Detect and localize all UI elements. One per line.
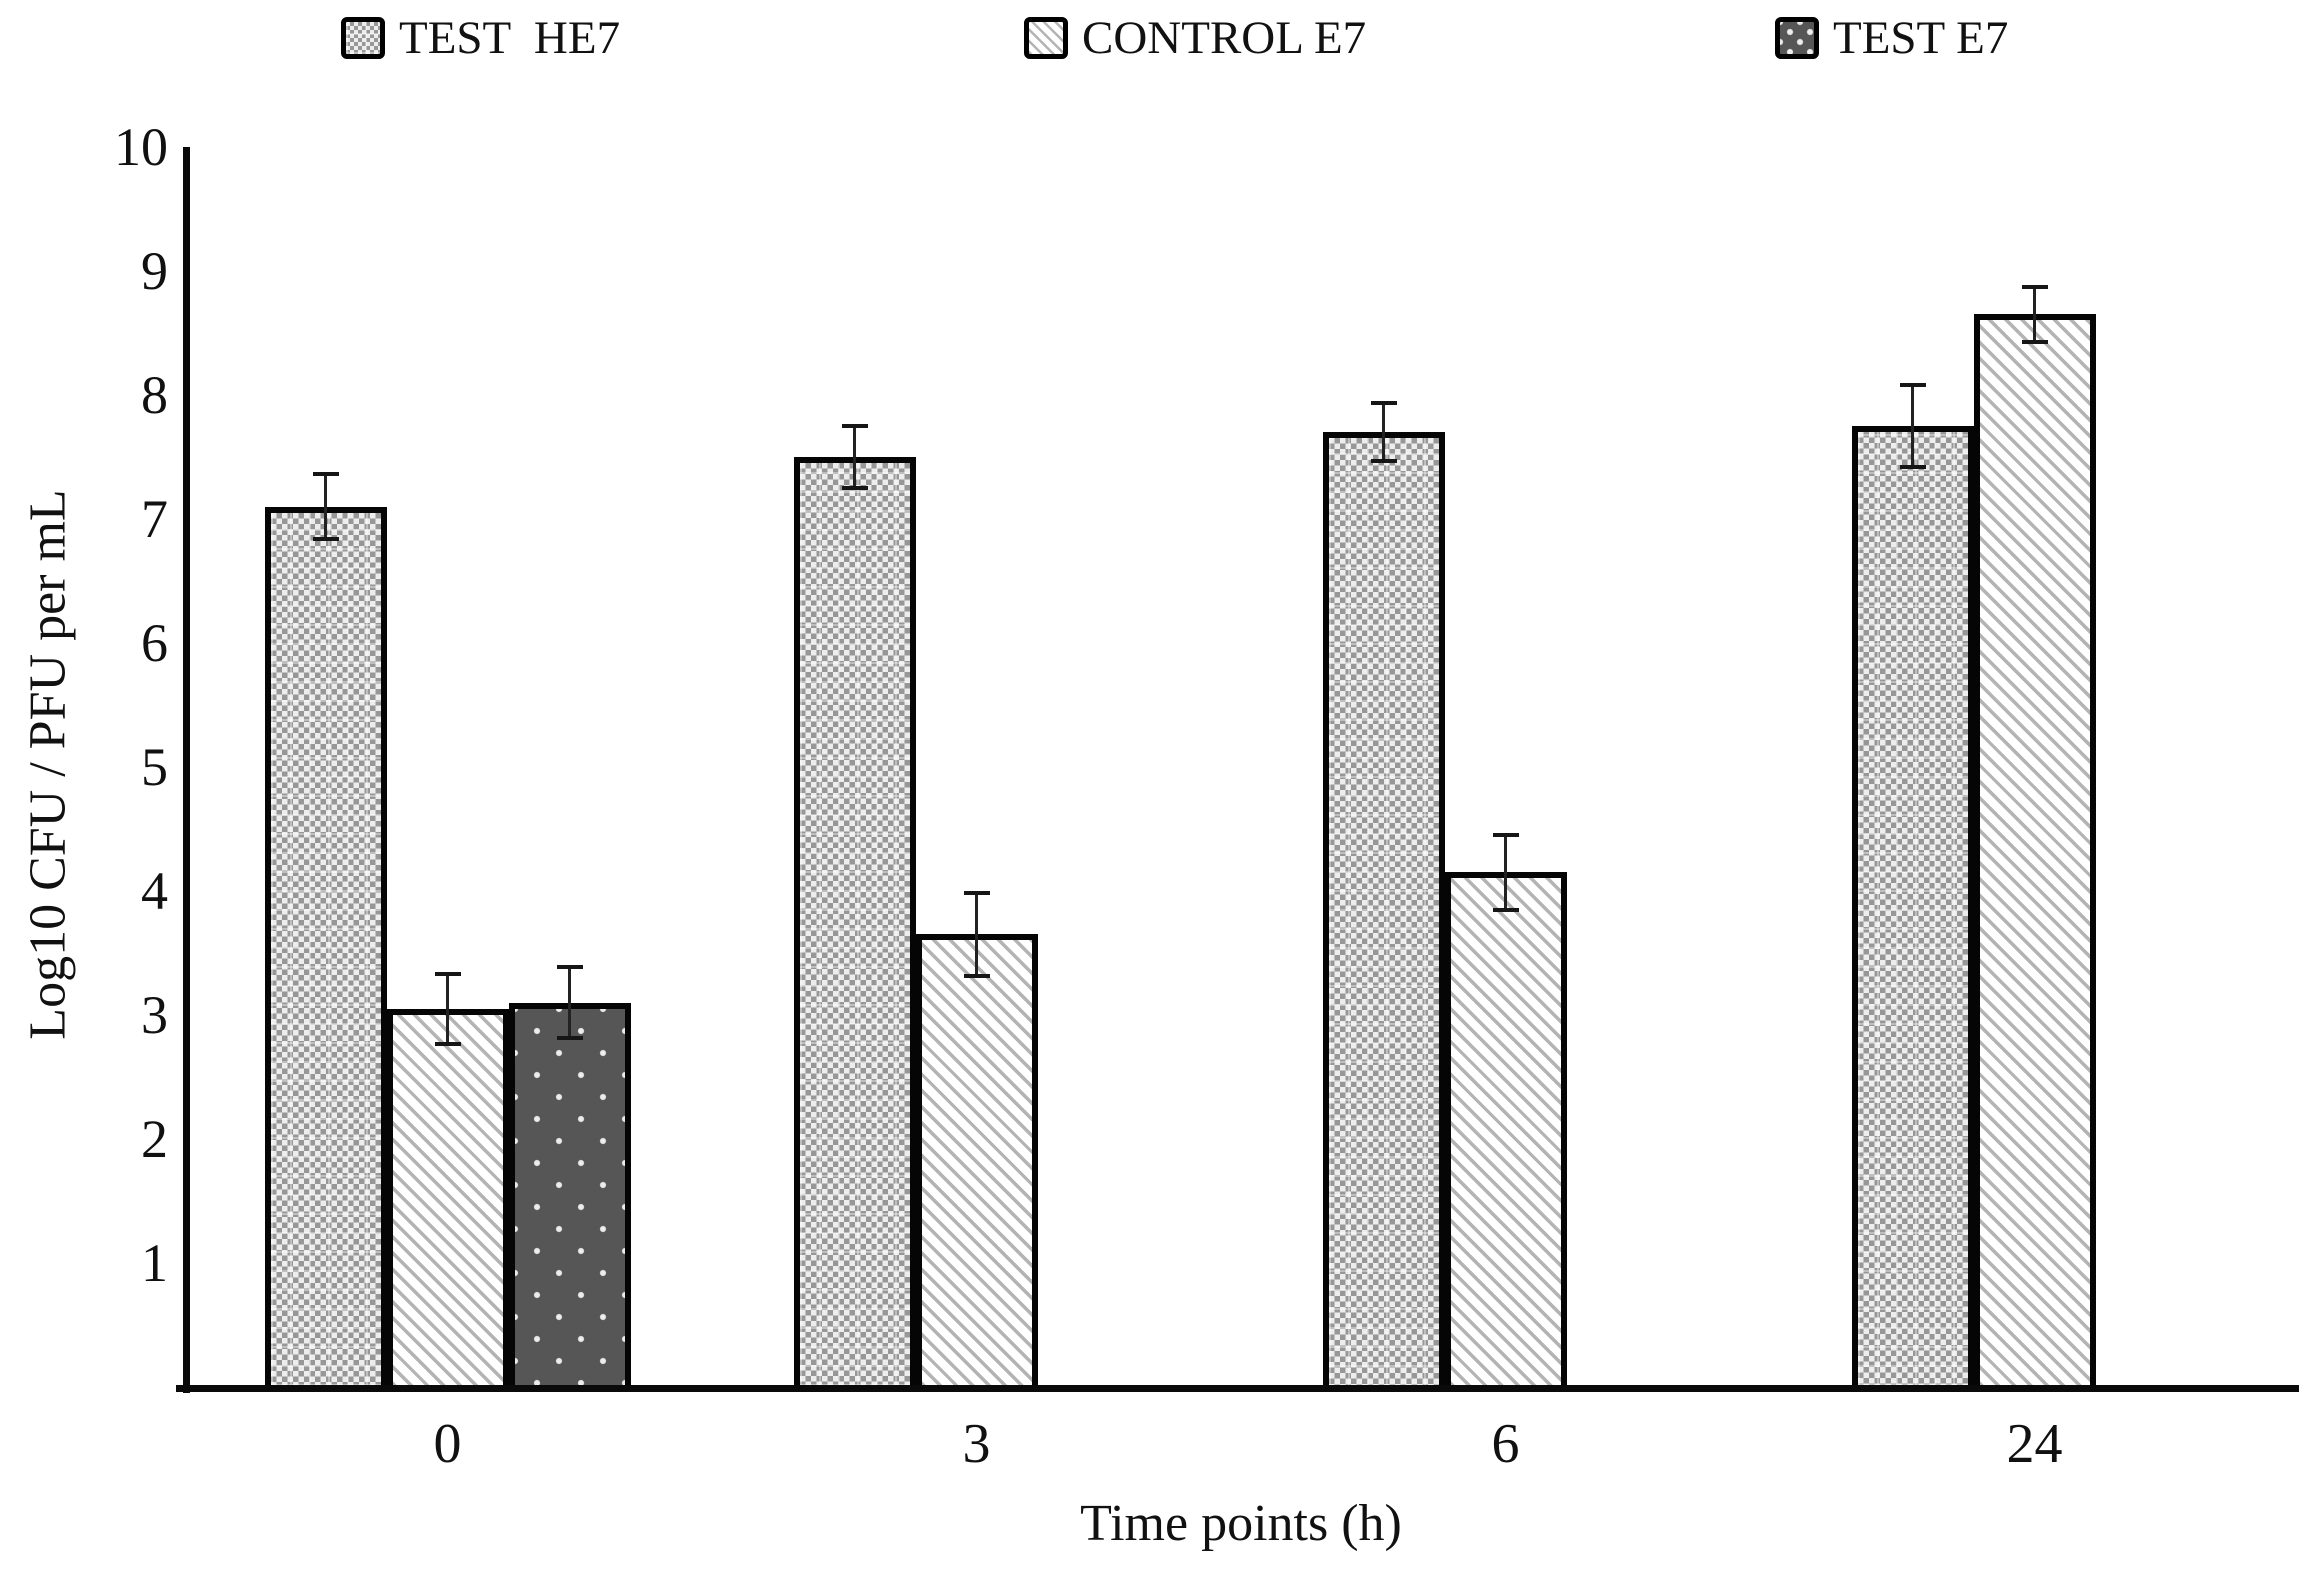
error-bar-line-t24-s1 — [2033, 284, 2036, 345]
error-bar-bottom-cap-t6-s0 — [1370, 459, 1397, 464]
bar-diagonal-t6 — [1444, 872, 1567, 1392]
error-bar-line-t0-s1 — [446, 971, 449, 1046]
error-bar-line-t6-s1 — [1504, 832, 1507, 913]
legend-label-0: TEST HE7 — [399, 12, 621, 64]
y-axis-line — [183, 147, 190, 1393]
bar-checker-t6 — [1322, 432, 1445, 1392]
error-bar-line-t0-s0 — [324, 471, 327, 542]
y-tick-label-3: 3 — [141, 985, 168, 1045]
error-bar-bottom-cap-t0-s2 — [556, 1035, 583, 1040]
error-bar-line-t3-s0 — [853, 423, 856, 491]
bar-checker-t3 — [793, 457, 916, 1392]
bar-diagonal-t3 — [915, 934, 1038, 1392]
error-bar-line-t3-s1 — [975, 891, 978, 978]
y-tick-label-1: 1 — [141, 1233, 168, 1293]
y-axis-title: Log10 CFU / PFU per mL — [19, 489, 77, 1040]
y-tick-label-5: 5 — [141, 737, 168, 797]
y-tick-label-8: 8 — [141, 365, 168, 425]
bar-diagonal-t24 — [1973, 314, 2096, 1392]
x-tick-label-24: 24 — [2006, 1413, 2063, 1475]
x-axis-title: Time points (h) — [1080, 1495, 1402, 1552]
y-tick-label-10: 10 — [114, 117, 168, 177]
error-bar-line-t24-s0 — [1911, 382, 1914, 470]
legend-swatch-checker-icon — [341, 17, 385, 59]
bar-checker-t0 — [264, 506, 387, 1392]
legend-swatch-diagonal-icon — [1024, 17, 1068, 59]
error-bar-bottom-cap-t3-s1 — [963, 973, 990, 978]
legend-label-2: TEST E7 — [1833, 12, 2009, 64]
y-tick-label-4: 4 — [141, 861, 168, 921]
error-bar-bottom-cap-t24-s1 — [2021, 340, 2048, 345]
bar-diagonal-t0 — [386, 1008, 509, 1392]
error-bar-bottom-cap-t0-s0 — [312, 537, 339, 542]
error-bar-bottom-cap-t24-s0 — [1899, 465, 1926, 470]
error-bar-top-cap-t6-s1 — [1492, 832, 1519, 837]
error-bar-top-cap-t0-s0 — [312, 471, 339, 476]
legend-label-1: CONTROL E7 — [1082, 12, 1367, 64]
error-bar-top-cap-t24-s0 — [1899, 382, 1926, 387]
error-bar-top-cap-t3-s1 — [963, 891, 990, 895]
error-bar-top-cap-t3-s0 — [841, 423, 868, 428]
x-tick-label-6: 6 — [1491, 1413, 1520, 1475]
legend-item-1: CONTROL E7 — [1024, 8, 1366, 68]
error-bar-bottom-cap-t0-s1 — [434, 1042, 461, 1046]
x-axis-line — [176, 1385, 2299, 1392]
legend-item-2: TEST E7 — [1775, 8, 2008, 68]
x-tick-label-3: 3 — [962, 1413, 991, 1475]
legend-swatch-dark-dots-icon — [1775, 17, 1819, 59]
error-bar-top-cap-t6-s0 — [1370, 401, 1397, 406]
error-bar-bottom-cap-t6-s1 — [1492, 908, 1519, 913]
error-bar-bottom-cap-t3-s0 — [841, 486, 868, 491]
y-tick-label-9: 9 — [141, 241, 168, 301]
y-tick-label-7: 7 — [141, 489, 168, 549]
error-bar-line-t0-s2 — [568, 965, 571, 1040]
y-tick-label-2: 2 — [141, 1109, 168, 1169]
error-bar-top-cap-t24-s1 — [2021, 284, 2048, 289]
bar-dark-dots-t0 — [508, 1002, 631, 1392]
error-bar-line-t6-s0 — [1382, 401, 1385, 464]
error-bar-top-cap-t0-s1 — [434, 971, 461, 976]
bar-checker-t24 — [1851, 426, 1974, 1392]
y-tick-label-6: 6 — [141, 613, 168, 673]
legend-item-0: TEST HE7 — [341, 8, 620, 68]
error-bar-top-cap-t0-s2 — [556, 965, 583, 970]
x-tick-label-0: 0 — [433, 1413, 462, 1475]
